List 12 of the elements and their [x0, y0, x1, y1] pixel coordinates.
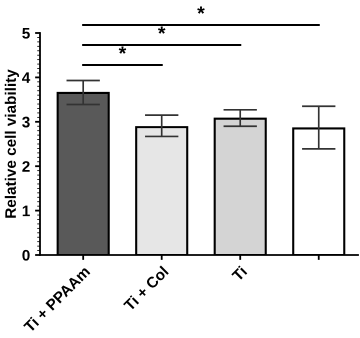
y-tick-label: 0 [22, 250, 30, 261]
y-axis-title: Relative cell viability [4, 69, 20, 218]
y-tick-label: 4 [22, 72, 30, 83]
annotation: * [158, 26, 166, 34]
annotation: * [118, 46, 126, 54]
x-tick-label: Ti [230, 265, 248, 282]
y-tick-label: 3 [22, 116, 30, 128]
y-tick-label: 1 [22, 206, 30, 216]
text: * [197, 6, 205, 14]
y-tick-label: 5 [22, 28, 30, 39]
y-tick-label: 2 [22, 161, 30, 172]
x-tick-label: Ti + Col [122, 265, 169, 312]
